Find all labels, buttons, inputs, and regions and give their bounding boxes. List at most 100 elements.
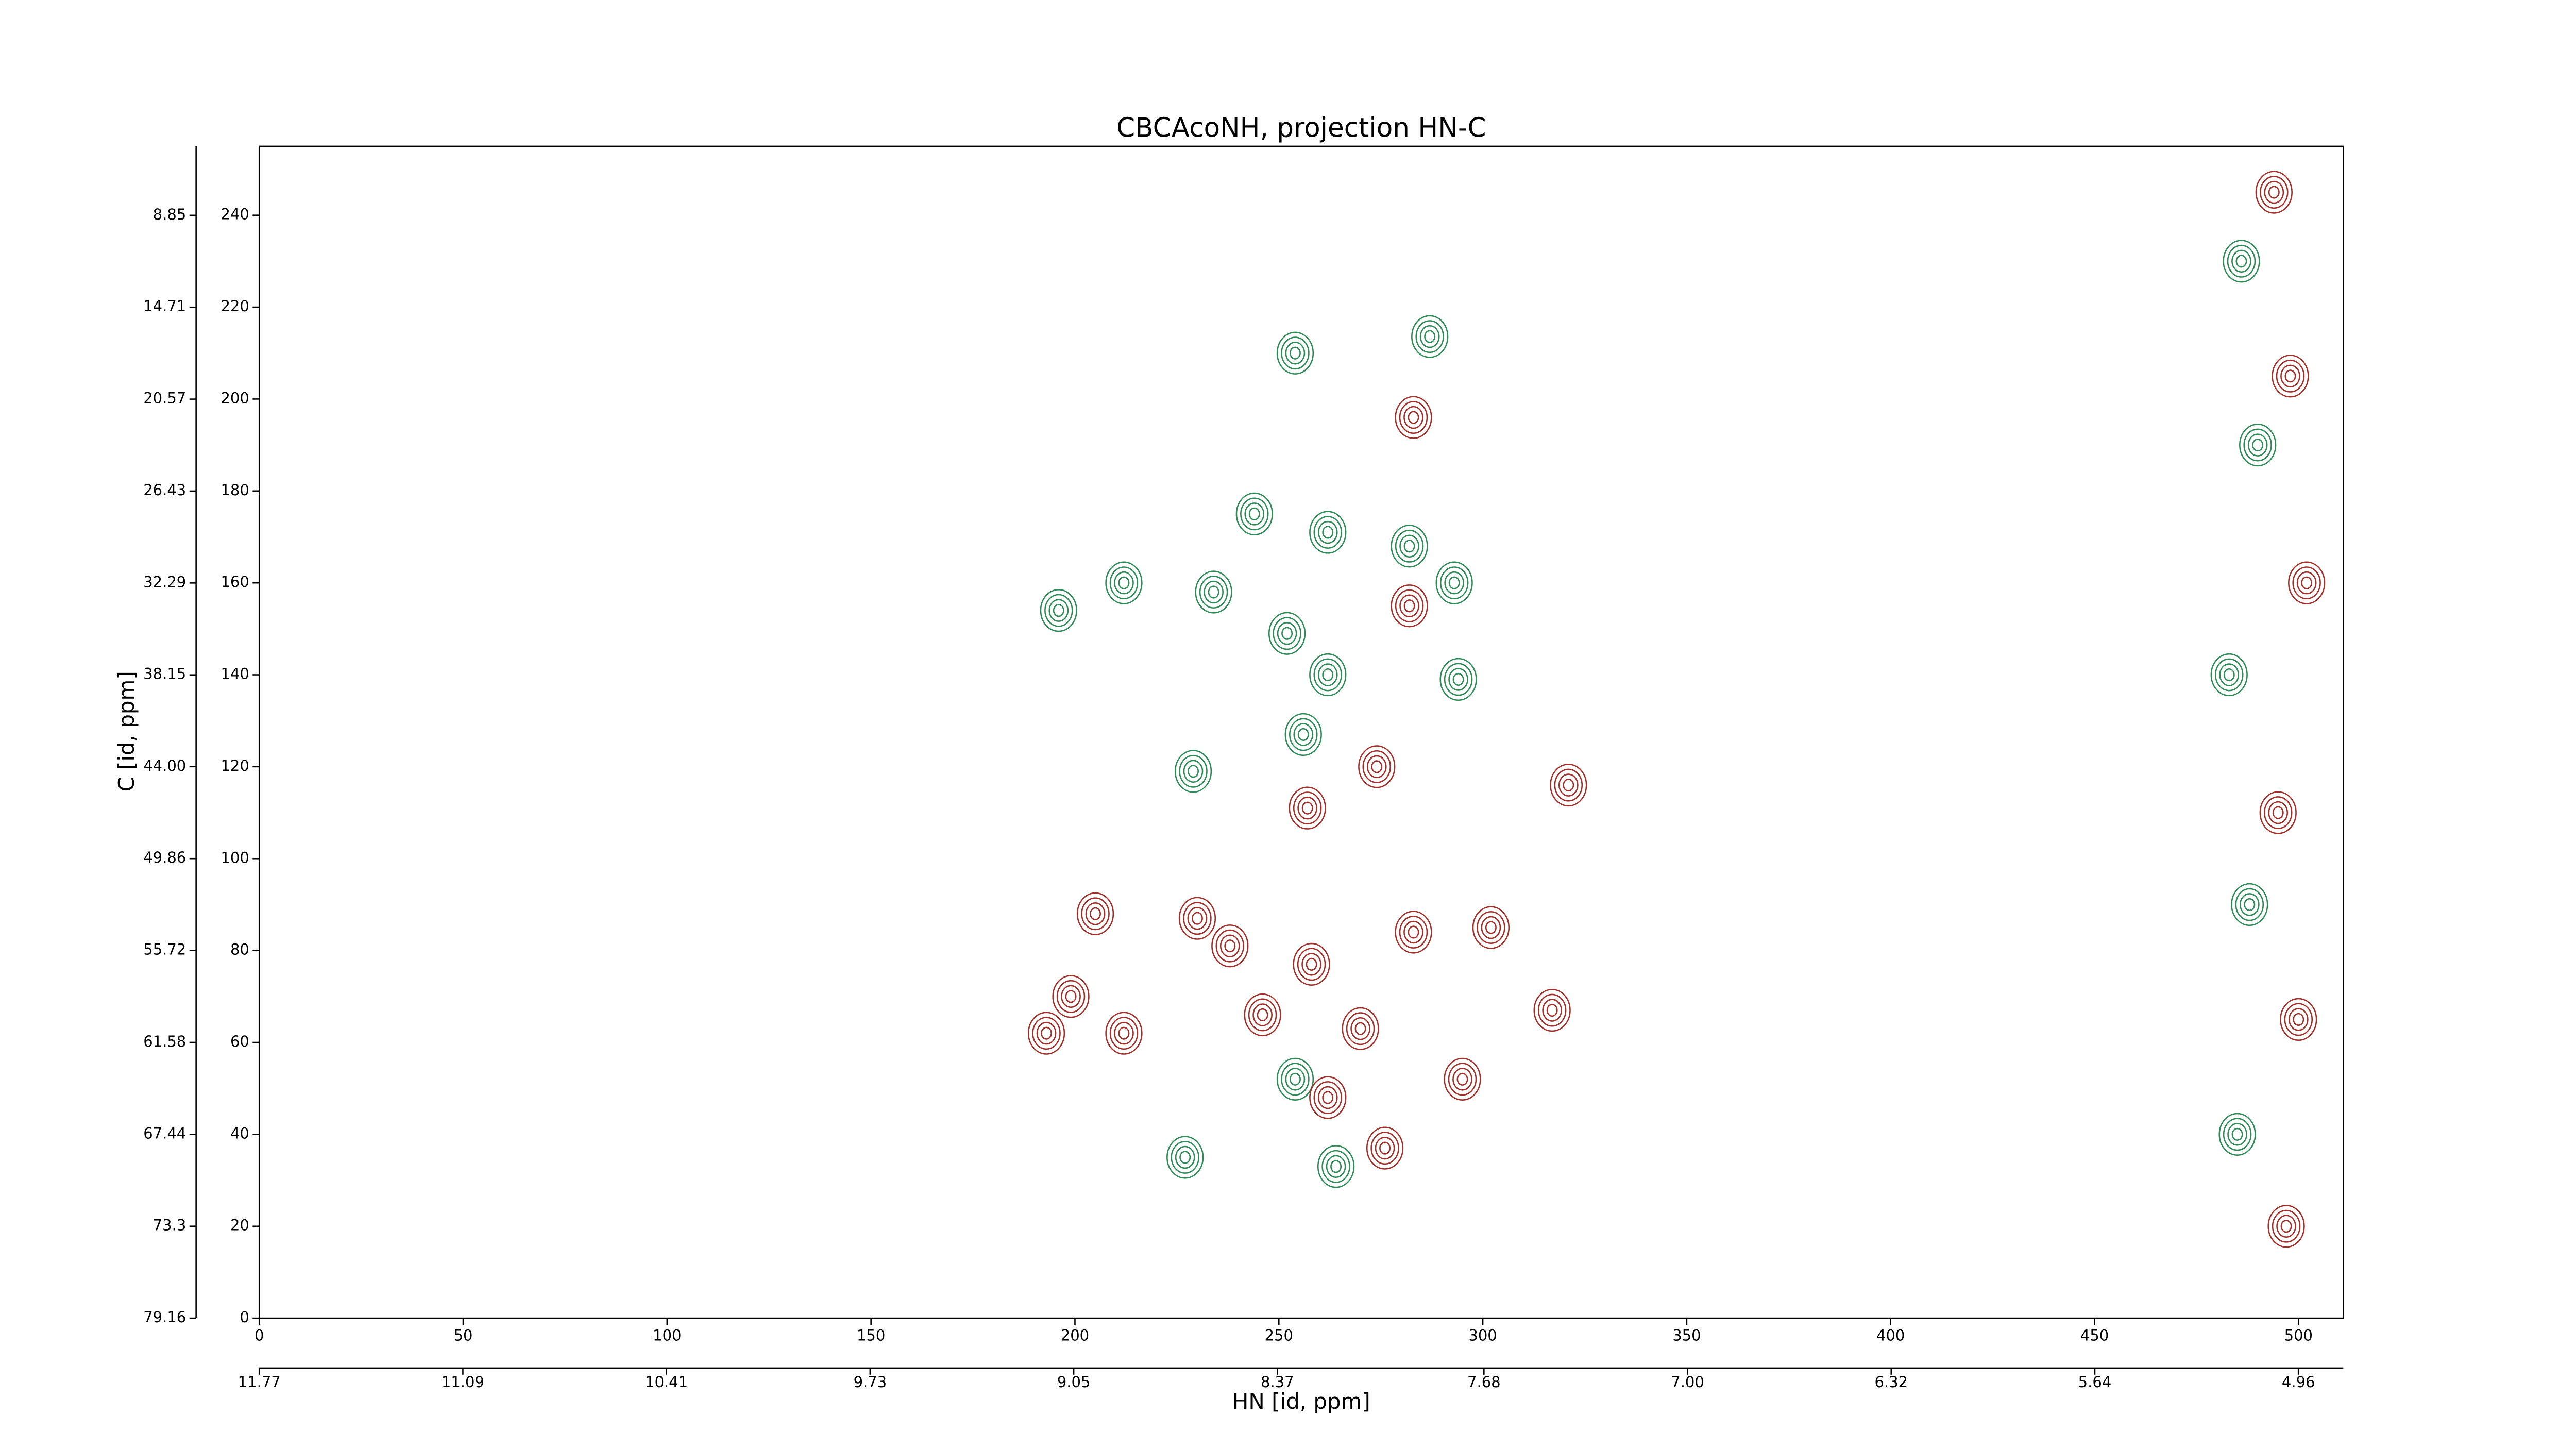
contour-ring xyxy=(1358,745,1396,788)
contour-ring xyxy=(1419,325,1440,348)
contour-ring xyxy=(1041,1026,1053,1040)
x-tick-label: 250 xyxy=(1265,1327,1293,1344)
contour-ring xyxy=(1435,561,1473,604)
contour-ring xyxy=(1208,585,1219,599)
contour-ring xyxy=(2231,1127,2243,1141)
contour-ring xyxy=(2247,433,2268,457)
contour-ring xyxy=(2276,1215,2296,1238)
contour-ring xyxy=(1313,516,1343,549)
contour-ring xyxy=(2280,998,2317,1041)
chart-title: CBCAcoNH, projection HN-C xyxy=(1116,113,1486,144)
contour-ring xyxy=(1257,1008,1268,1022)
y2-tick-label: 67.44 xyxy=(143,1124,186,1142)
contour-ring xyxy=(1166,1136,1204,1179)
contour-ring xyxy=(1399,594,1419,618)
contour-ring xyxy=(1395,529,1424,563)
contour-ring xyxy=(2268,186,2280,199)
contour-ring xyxy=(1399,534,1419,558)
contour-ring xyxy=(1321,1150,1350,1183)
contour-ring xyxy=(1408,411,1419,424)
y2-tick-label: 44.00 xyxy=(143,757,186,774)
contour-ring xyxy=(1301,801,1313,815)
x2-tick-label: 10.41 xyxy=(645,1373,688,1391)
contour-ring xyxy=(2239,893,2260,916)
contour-ring xyxy=(2252,439,2264,452)
contour-ring xyxy=(2210,653,2248,697)
contour-ring xyxy=(2255,171,2293,214)
contour-ring xyxy=(1187,906,1208,930)
contour-ring xyxy=(1277,621,1297,645)
contour-ring xyxy=(1391,584,1428,628)
contour-ring xyxy=(1477,911,1505,944)
contour-ring xyxy=(1268,612,1306,655)
y-tick-label: 60 xyxy=(230,1033,249,1050)
contour-ring xyxy=(1048,599,1069,622)
x-axis-label: HN [id, ppm] xyxy=(1232,1389,1370,1414)
contour-ring xyxy=(2263,796,2293,830)
contour-ring xyxy=(2239,423,2277,467)
contour-ring xyxy=(1313,1081,1343,1114)
y2-tick-label: 38.15 xyxy=(143,665,186,683)
contour-ring xyxy=(1211,924,1249,968)
contour-ring xyxy=(1297,948,1326,981)
contour-ring xyxy=(1322,1091,1334,1104)
contour-ring xyxy=(1199,576,1228,609)
contour-ring xyxy=(1183,902,1212,935)
contour-ring xyxy=(1235,492,1273,535)
contour-ring xyxy=(1114,571,1134,595)
contour-ring xyxy=(2267,1205,2305,1248)
contour-ring xyxy=(1053,604,1064,617)
contour-ring xyxy=(1317,1086,1338,1109)
contour-ring xyxy=(1485,921,1497,934)
y-tick-label: 120 xyxy=(221,757,249,774)
contour-ring xyxy=(1452,1068,1472,1091)
contour-ring xyxy=(1244,502,1265,526)
contour-ring xyxy=(1105,561,1143,604)
contour-ring xyxy=(1285,1068,1306,1091)
contour-ring xyxy=(1052,975,1090,1018)
contour-ring xyxy=(1215,929,1245,963)
x2-tick-label: 6.32 xyxy=(1874,1373,1908,1391)
contour-ring xyxy=(1297,796,1318,820)
contour-ring xyxy=(1178,897,1216,940)
contour-ring xyxy=(1248,507,1260,520)
contour-ring xyxy=(2268,801,2289,824)
contour-ring xyxy=(1252,1003,1273,1026)
contour-ring xyxy=(1375,1136,1395,1160)
contour-ring xyxy=(1403,920,1423,944)
contour-ring xyxy=(1044,594,1073,627)
contour-ring xyxy=(1224,939,1236,953)
y-tick-label: 40 xyxy=(230,1124,249,1142)
y-tick-label: 220 xyxy=(221,297,249,315)
y-tick-label: 80 xyxy=(230,941,249,958)
contour-ring xyxy=(1174,750,1212,793)
y-tick-label: 140 xyxy=(221,665,249,683)
x2-tick-label: 11.09 xyxy=(442,1373,484,1391)
contour-ring xyxy=(1415,320,1444,353)
y-tick-label: 180 xyxy=(221,481,249,499)
contour-ring xyxy=(1309,653,1347,697)
contour-ring xyxy=(1118,1026,1130,1040)
y2-tick-label: 73.3 xyxy=(153,1217,187,1234)
contour-ring xyxy=(1297,728,1309,742)
x-tick-label: 300 xyxy=(1468,1327,1497,1344)
contour-ring xyxy=(2223,1118,2252,1151)
contour-ring xyxy=(1248,998,1277,1032)
y2-tick-label: 8.85 xyxy=(153,206,187,223)
contour-ring xyxy=(1317,520,1338,544)
x2-tick-label: 5.64 xyxy=(2078,1373,2112,1391)
contour-ring xyxy=(1395,396,1432,439)
contour-ring xyxy=(1306,957,1317,971)
contour-ring xyxy=(1346,1012,1375,1046)
contour-ring xyxy=(1285,341,1306,365)
contour-ring xyxy=(1284,713,1322,756)
contour-ring xyxy=(2214,658,2244,692)
contour-ring xyxy=(2272,806,2284,819)
contour-ring xyxy=(1366,755,1387,779)
x-tick-label: 400 xyxy=(1876,1327,1905,1344)
contour-ring xyxy=(1558,773,1579,797)
plot-frame xyxy=(258,145,2344,1319)
contour-ring xyxy=(1175,1145,1195,1169)
contour-ring xyxy=(1444,1057,1481,1101)
